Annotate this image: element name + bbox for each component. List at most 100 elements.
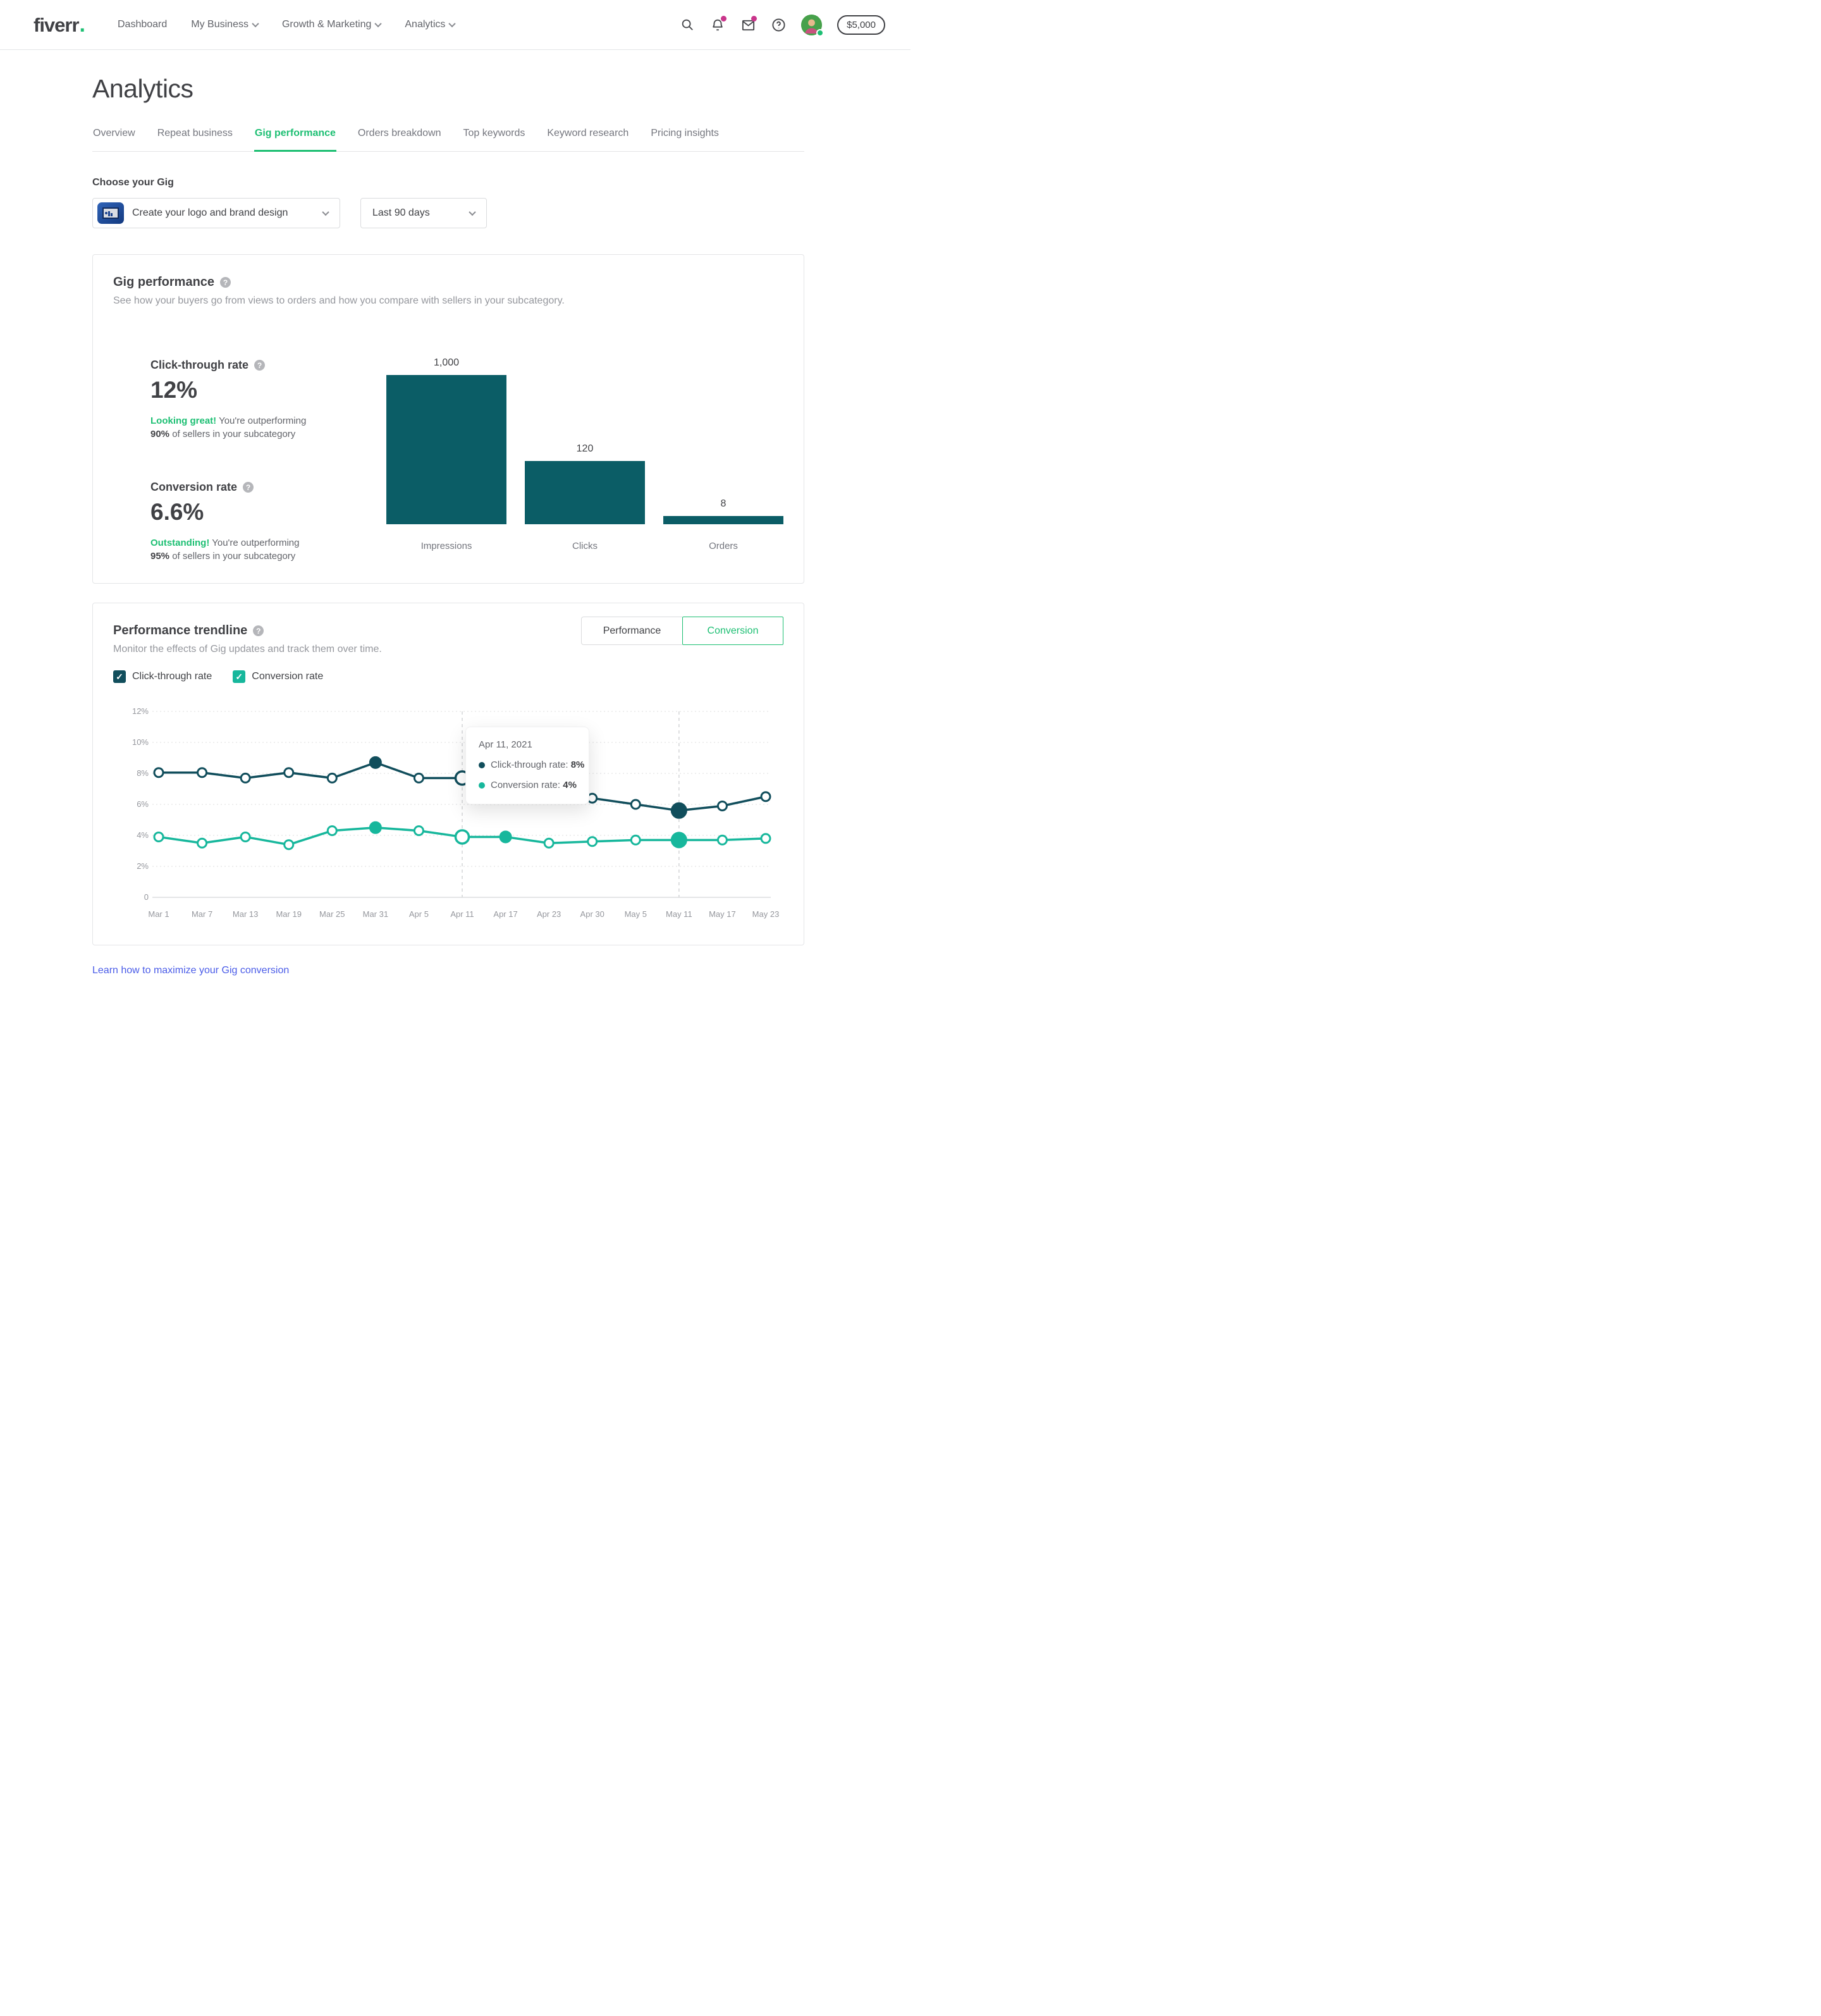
nav-analytics[interactable]: Analytics xyxy=(405,19,457,30)
trendline-chart-svg[interactable]: 0 2% 4% 6% 8% 10% 12% Mar 1 Mar 7 Mar 13 Mar 19 Mar… xyxy=(113,699,785,921)
data-point[interactable] xyxy=(283,839,295,851)
data-point[interactable] xyxy=(240,772,251,784)
chart-tooltip: Apr 11, 2021 Click-through rate: 8% Conv… xyxy=(465,727,589,804)
x-axis-label: May 5 xyxy=(625,909,647,919)
checkbox-checked-icon[interactable]: ✓ xyxy=(113,670,126,683)
nav-growth-marketing[interactable]: Growth & Marketing xyxy=(282,19,383,30)
help-tooltip-icon[interactable]: ? xyxy=(243,482,254,493)
data-point[interactable] xyxy=(454,829,470,845)
data-point[interactable] xyxy=(670,802,687,819)
bar-impressions: 1,000 xyxy=(386,357,506,524)
data-point[interactable] xyxy=(716,800,728,811)
search-icon[interactable] xyxy=(680,17,695,32)
data-point[interactable] xyxy=(760,791,771,802)
chevron-down-icon xyxy=(448,20,457,28)
chevron-down-icon xyxy=(469,208,476,216)
x-axis-label: Apr 17 xyxy=(493,909,517,919)
messages-mail-icon[interactable] xyxy=(740,16,757,32)
tab-overview[interactable]: Overview xyxy=(93,128,135,138)
tab-gig-performance[interactable]: Gig performance xyxy=(254,128,336,152)
data-point[interactable] xyxy=(326,772,338,784)
toggle-performance-button[interactable]: Performance xyxy=(581,617,682,645)
nav-my-business[interactable]: My Business xyxy=(191,19,259,30)
stat-value: 6.6% xyxy=(150,499,204,525)
data-point[interactable] xyxy=(283,767,295,778)
data-point[interactable] xyxy=(760,833,771,844)
main-nav: Dashboard My Business Growth & Marketing… xyxy=(118,19,457,30)
tab-repeat-business[interactable]: Repeat business xyxy=(157,128,233,138)
help-tooltip-icon[interactable]: ? xyxy=(254,360,266,371)
data-point[interactable] xyxy=(630,834,641,845)
fiverr-logo[interactable]: fiverr. xyxy=(34,13,85,37)
user-avatar[interactable] xyxy=(801,14,825,37)
nav-dashboard[interactable]: Dashboard xyxy=(118,19,168,30)
data-point[interactable] xyxy=(369,821,382,834)
x-axis-label: Apr 11 xyxy=(450,909,474,919)
data-point[interactable] xyxy=(240,831,251,842)
nav-right-cluster: $5,000 xyxy=(680,14,885,37)
gig-select[interactable]: Create your logo and brand design xyxy=(92,198,340,228)
analytics-tabs: Overview Repeat business Gig performance… xyxy=(92,128,804,152)
stat-value: 12% xyxy=(150,377,198,403)
data-point[interactable] xyxy=(413,825,424,837)
tooltip-row-conversion: Conversion rate: 4% xyxy=(479,780,577,790)
bar xyxy=(386,375,506,524)
data-point[interactable] xyxy=(326,825,338,837)
data-point[interactable] xyxy=(153,767,164,778)
x-axis-label: Mar 19 xyxy=(276,909,301,919)
legend-label: Click-through rate xyxy=(132,671,212,682)
stat-label: Conversion rate xyxy=(150,481,238,493)
data-point[interactable] xyxy=(153,831,164,842)
bar-category-label: Orders xyxy=(709,541,738,551)
tab-pricing-insights[interactable]: Pricing insights xyxy=(651,128,719,138)
data-point[interactable] xyxy=(543,837,555,849)
page-title: Analytics xyxy=(92,74,193,103)
notifications-bell-icon[interactable] xyxy=(710,16,727,32)
choose-gig-label: Choose your Gig xyxy=(92,177,174,188)
data-point[interactable] xyxy=(499,830,512,844)
tab-orders-breakdown[interactable]: Orders breakdown xyxy=(357,128,441,138)
card-title: Performance trendline xyxy=(113,624,248,637)
data-point[interactable] xyxy=(670,832,687,849)
data-point[interactable] xyxy=(369,756,382,769)
trendline-legend: ✓ Click-through rate ✓ Conversion rate xyxy=(113,670,783,683)
date-range-select[interactable]: Last 90 days xyxy=(360,198,487,228)
data-point[interactable] xyxy=(716,834,728,845)
help-tooltip-icon[interactable]: ? xyxy=(253,625,264,636)
checkbox-checked-icon[interactable]: ✓ xyxy=(233,670,246,683)
logo-dot: . xyxy=(79,12,86,37)
date-range-value: Last 90 days xyxy=(372,207,430,218)
series-dot-icon xyxy=(479,782,485,789)
funnel-bar-chart: 1,000 120 8 Impressions Clicks Ord xyxy=(386,323,783,563)
balance-button[interactable]: $5,000 xyxy=(837,15,885,35)
legend-click-through-rate[interactable]: ✓ Click-through rate xyxy=(113,670,212,683)
data-point[interactable] xyxy=(630,799,641,810)
series-dot-icon xyxy=(479,761,485,768)
data-point[interactable] xyxy=(587,836,598,847)
x-axis-label: Mar 1 xyxy=(148,909,169,919)
chevron-down-icon xyxy=(252,20,259,28)
help-icon[interactable] xyxy=(771,17,786,32)
data-point[interactable] xyxy=(197,767,208,778)
x-axis-label: May 17 xyxy=(709,909,736,919)
tab-top-keywords[interactable]: Top keywords xyxy=(463,128,525,138)
help-tooltip-icon[interactable]: ? xyxy=(220,277,231,288)
y-axis-label: 6% xyxy=(137,799,149,809)
x-axis-label: May 11 xyxy=(666,909,692,919)
y-axis-label: 4% xyxy=(137,830,149,840)
y-axis-label: 0 xyxy=(144,892,149,902)
toggle-conversion-button[interactable]: Conversion xyxy=(682,617,783,645)
bar-clicks: 120 xyxy=(525,443,645,524)
gig-performance-card: Gig performance ? See how your buyers go… xyxy=(92,254,804,584)
card-subtitle: See how your buyers go from views to ord… xyxy=(113,295,565,306)
data-point[interactable] xyxy=(197,837,208,849)
online-status-dot xyxy=(816,28,825,37)
bar-value-label: 8 xyxy=(720,498,727,509)
tab-keyword-research[interactable]: Keyword research xyxy=(547,128,629,138)
legend-conversion-rate[interactable]: ✓ Conversion rate xyxy=(233,670,323,683)
tooltip-row-ctr: Click-through rate: 8% xyxy=(479,759,584,770)
data-point[interactable] xyxy=(413,772,424,784)
card-title: Gig performance xyxy=(113,275,215,289)
notification-dot xyxy=(751,16,757,22)
maximize-conversion-link[interactable]: Learn how to maximize your Gig conversio… xyxy=(92,965,290,976)
